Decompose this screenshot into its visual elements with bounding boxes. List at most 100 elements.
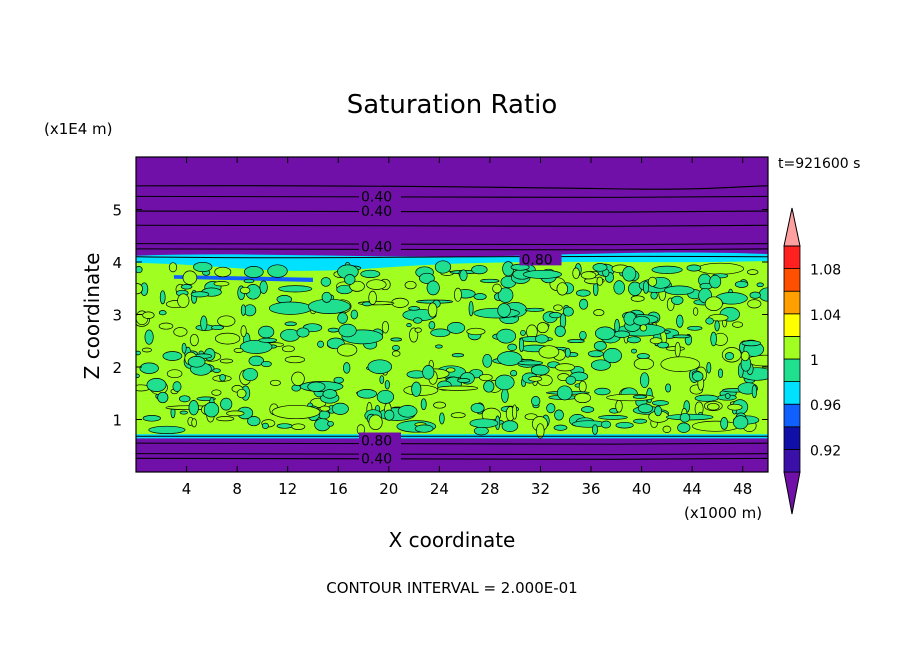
patch <box>408 306 420 311</box>
patch <box>391 350 401 357</box>
patch <box>578 380 587 393</box>
colorbar-overflow <box>783 207 801 247</box>
patch <box>419 272 435 284</box>
patch <box>677 422 691 433</box>
patch <box>157 391 169 404</box>
colorbar-bin <box>783 335 801 360</box>
patch <box>679 412 691 423</box>
patch <box>168 262 178 273</box>
patch <box>142 415 161 422</box>
x-axis-label: X coordinate <box>389 528 516 552</box>
patch <box>158 310 167 316</box>
patch <box>291 423 306 430</box>
contour-line <box>136 242 768 246</box>
patch <box>296 327 310 338</box>
patch <box>482 353 493 368</box>
x-tick-label: 8 <box>232 480 242 498</box>
patch <box>367 359 393 374</box>
patch <box>553 304 563 311</box>
patch <box>142 311 155 319</box>
patch <box>469 418 499 428</box>
patch <box>565 375 577 385</box>
patch <box>633 418 648 424</box>
patch <box>587 350 604 358</box>
patch <box>642 280 650 294</box>
patch <box>536 322 549 334</box>
patch <box>630 348 638 354</box>
patch <box>615 421 634 429</box>
x-tick-label: 36 <box>581 480 600 498</box>
patch <box>546 403 556 414</box>
patch <box>600 420 612 429</box>
patch <box>501 388 509 403</box>
patch <box>248 355 265 367</box>
patch <box>242 367 258 382</box>
patch <box>647 276 658 287</box>
patch <box>427 302 438 318</box>
patch <box>178 395 191 403</box>
patch <box>177 293 190 308</box>
patch <box>636 353 650 360</box>
patch <box>665 383 672 393</box>
x-tick-label: 24 <box>430 480 449 498</box>
patch <box>473 426 489 436</box>
patch <box>447 322 466 334</box>
patch <box>676 314 684 328</box>
patch <box>671 295 684 305</box>
patch <box>434 260 452 274</box>
patch <box>213 281 230 287</box>
patch <box>579 330 587 340</box>
patch <box>437 385 479 391</box>
patch <box>720 417 729 430</box>
patch <box>144 329 154 345</box>
patch <box>517 360 544 366</box>
patch <box>687 325 703 331</box>
patch <box>261 422 269 430</box>
patch <box>258 325 275 339</box>
patch <box>190 291 210 298</box>
patch <box>654 405 662 417</box>
patch <box>741 340 762 347</box>
x-axis: 4 8 12 16 20 24 28 32 36 40 44 48 <box>182 157 752 498</box>
patch <box>459 269 468 282</box>
patch <box>269 379 281 386</box>
patch <box>534 334 549 344</box>
patch <box>556 282 569 296</box>
patch <box>239 339 273 354</box>
patch <box>236 388 247 399</box>
contour-line <box>136 224 768 227</box>
patch <box>662 425 672 433</box>
patch <box>136 266 143 274</box>
patch <box>189 333 199 347</box>
patch <box>571 420 606 428</box>
patch <box>705 317 714 325</box>
patch <box>694 394 719 402</box>
patch <box>226 410 245 417</box>
patch <box>239 286 251 294</box>
contour-label: 0.40 <box>361 451 392 467</box>
patch <box>553 424 568 431</box>
colorbar-bin <box>783 403 801 428</box>
patch <box>220 397 233 411</box>
patch <box>435 344 443 349</box>
patch <box>319 405 331 412</box>
contour-label: 0.80 <box>522 252 553 268</box>
x-tick-label: 48 <box>733 480 752 498</box>
patch <box>450 412 466 419</box>
patch <box>390 337 403 342</box>
patch <box>480 278 500 283</box>
patch <box>422 365 435 380</box>
contour-label: 0.40 <box>361 204 392 220</box>
patch <box>267 264 288 278</box>
patch <box>331 402 349 415</box>
patch <box>404 280 417 290</box>
patch <box>732 321 744 328</box>
patch <box>291 371 305 386</box>
patch <box>233 347 244 353</box>
patch <box>188 400 199 416</box>
y-tick-label: 5 <box>112 202 122 220</box>
patch <box>697 262 744 275</box>
patch <box>268 301 313 315</box>
x-tick-label: 12 <box>278 480 297 498</box>
patch <box>276 423 293 429</box>
